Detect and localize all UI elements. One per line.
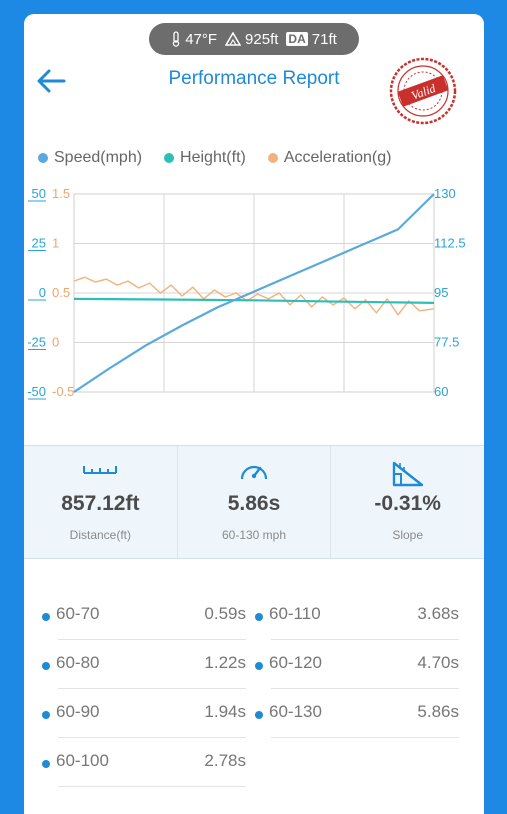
- splits-list: 60-70 0.59s 60-110 3.68s 60-80 1.22s 60-…: [24, 557, 484, 814]
- conditions-pill: 47°F 925ft DA 71ft: [149, 23, 359, 55]
- legend-height: Height(ft): [164, 149, 246, 167]
- legend-height-dot: [164, 153, 175, 163]
- split-bullet: [42, 760, 50, 768]
- stat-slope: -0.31% Slope: [330, 446, 484, 558]
- split-range: 60-70: [56, 604, 100, 623]
- legend-height-label: Height(ft): [180, 149, 246, 166]
- stat-distance: 857.12ft Distance(ft): [24, 446, 177, 558]
- split-time: 4.70s: [417, 653, 459, 672]
- performance-chart: 50 25 0 -25 -50 1.5 1 0.5 0 -0.5 130 112.5 95 77.5 60: [27, 186, 466, 400]
- split-time: 1.94s: [204, 702, 246, 721]
- speed-series-line: [73, 193, 435, 393]
- height-tick-label: -25: [27, 335, 46, 350]
- speedometer-icon: [240, 465, 268, 480]
- split-bullet: [42, 613, 50, 621]
- split-row: 60-130 5.86s: [255, 689, 459, 738]
- altitude-group: 925ft: [225, 31, 278, 48]
- height-tick-label: -50: [27, 384, 46, 399]
- speed-tick-label: 95: [434, 285, 448, 300]
- distance-label: Distance(ft): [69, 528, 132, 542]
- split-time: 3.68s: [417, 604, 459, 623]
- split-bullet: [42, 711, 50, 719]
- speed-tick-label: 112.5: [434, 236, 466, 251]
- height-series-line: [73, 297, 435, 304]
- split-bullet: [255, 711, 263, 719]
- height-tick-label: 25: [32, 236, 46, 251]
- stat-time: 5.86s 60-130 mph: [176, 446, 331, 558]
- density-altitude-badge: DA: [286, 32, 308, 46]
- mountain-icon: [225, 32, 242, 46]
- acceleration-tick-label: 1: [52, 236, 59, 251]
- legend-acceleration: Acceleration(g): [267, 149, 392, 167]
- speed-tick-label: 77.5: [434, 335, 459, 350]
- split-row: 60-80 1.22s: [42, 640, 246, 689]
- split-bullet: [42, 662, 50, 670]
- split-row: 60-120 4.70s: [255, 640, 459, 689]
- legend-acceleration-label: Acceleration(g): [283, 149, 392, 166]
- slope-value: -0.31%: [374, 492, 441, 515]
- speed-tick-label: 60: [434, 384, 448, 399]
- time-label: 60-130 mph: [221, 528, 287, 542]
- acceleration-tick-label: 1.5: [52, 186, 70, 201]
- split-time: 0.59s: [204, 604, 246, 623]
- split-row: 60-90 1.94s: [42, 689, 246, 738]
- density-altitude-value: 71ft: [311, 30, 337, 48]
- split-time: 1.22s: [204, 653, 246, 672]
- split-row: 60-100 2.78s: [42, 738, 246, 787]
- thermometer-icon: [172, 31, 180, 47]
- temperature-value: 47°F: [185, 30, 218, 48]
- slope-icon: [392, 461, 423, 487]
- speed-tick-label: 130: [434, 186, 456, 201]
- report-card: 47°F 925ft DA 71ft Performance Report Va…: [24, 14, 484, 814]
- split-range: 60-110: [269, 604, 321, 623]
- chart-legend: Speed(mph) Height(ft) Acceleration(g): [38, 147, 484, 169]
- split-range: 60-80: [56, 653, 100, 672]
- split-bullet: [255, 613, 263, 621]
- acceleration-tick-label: -0.5: [52, 384, 74, 399]
- valid-stamp: Valid: [389, 57, 457, 125]
- split-range: 60-130: [269, 702, 322, 721]
- legend-acceleration-dot: [267, 153, 278, 163]
- stats-panel: 857.12ft Distance(ft) 5.86s 60-130 mph -…: [24, 445, 484, 559]
- time-value: 5.86s: [227, 492, 281, 515]
- legend-speed: Speed(mph): [38, 149, 142, 167]
- temperature-group: 47°F: [171, 31, 217, 48]
- height-tick-label: 0: [39, 285, 46, 300]
- legend-speed-label: Speed(mph): [54, 149, 143, 166]
- acceleration-tick-label: 0.5: [52, 285, 70, 300]
- split-range: 60-90: [56, 702, 100, 721]
- acceleration-tick-label: 0: [52, 335, 59, 350]
- split-bullet: [255, 662, 263, 670]
- density-altitude-group: DA 71ft: [286, 30, 337, 48]
- split-range: 60-120: [269, 653, 322, 672]
- slope-label: Slope: [392, 528, 424, 542]
- ruler-icon: [83, 466, 118, 474]
- acceleration-series-line: [73, 276, 435, 316]
- split-time: 2.78s: [204, 751, 246, 770]
- legend-speed-dot: [38, 153, 48, 163]
- altitude-value: 925ft: [245, 30, 279, 48]
- back-arrow-icon[interactable]: [34, 64, 68, 98]
- split-row: 60-70 0.59s: [42, 591, 246, 640]
- split-row: 60-110 3.68s: [255, 591, 459, 640]
- height-tick-label: 50: [32, 186, 46, 201]
- split-range: 60-100: [56, 751, 109, 770]
- page-title: Performance Report: [168, 68, 340, 89]
- split-time: 5.86s: [417, 702, 459, 721]
- distance-value: 857.12ft: [61, 492, 140, 515]
